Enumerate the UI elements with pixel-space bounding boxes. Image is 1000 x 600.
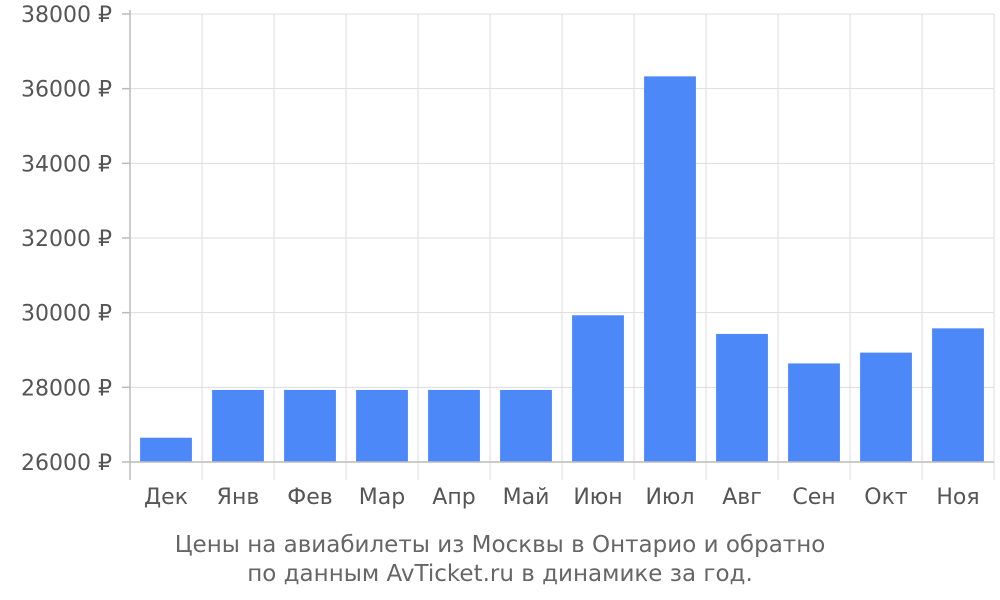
chart-caption: Цены на авиабилеты из Москвы в Онтарио и… (0, 531, 1000, 589)
x-tick-label: Мар (359, 485, 405, 510)
y-tick-label: 38000 ₽ (21, 3, 112, 28)
axes (122, 10, 995, 480)
x-tick-label: Авг (722, 485, 762, 510)
y-tick-label: 36000 ₽ (21, 78, 112, 103)
bar-Дек (140, 437, 192, 462)
bar-Окт (860, 352, 912, 462)
bar-Фев (284, 389, 336, 462)
bar-Мар (356, 389, 408, 462)
x-tick-label: Окт (864, 485, 908, 510)
x-tick-label: Сен (792, 485, 835, 510)
grid (129, 13, 995, 463)
x-tick-label: Май (503, 485, 550, 510)
caption-line-1: Цены на авиабилеты из Москвы в Онтарио и… (174, 532, 826, 558)
bar-Апр (428, 389, 480, 462)
bar-chart: 26000 ₽ 28000 ₽ 30000 ₽ 32000 ₽ 34000 ₽ 36000… (21, 3, 995, 510)
bar-Ноя (932, 328, 984, 462)
caption-line-2: по данным AvTicket.ru в динамике за год. (247, 561, 753, 587)
y-tick-label: 28000 ₽ (21, 376, 112, 401)
x-tick-label: Июн (573, 485, 622, 510)
y-tick-label: 30000 ₽ (21, 302, 112, 327)
bar-Янв (212, 389, 264, 462)
x-tick-label: Апр (432, 485, 475, 510)
bar-Июн (572, 315, 624, 462)
y-tick-label: 32000 ₽ (21, 227, 112, 252)
bar-Июл (644, 76, 696, 462)
x-tick-label: Ноя (936, 485, 979, 510)
y-tick-labels: 26000 ₽ 28000 ₽ 30000 ₽ 32000 ₽ 34000 ₽ 36000… (21, 3, 112, 476)
x-tick-label: Фев (287, 485, 332, 510)
bar-Авг (716, 333, 768, 462)
bars (140, 76, 984, 462)
x-tick-label: Июл (645, 485, 694, 510)
y-tick-label: 34000 ₽ (21, 152, 112, 177)
bar-Сен (788, 363, 840, 462)
bar-Май (500, 389, 552, 462)
x-tick-label: Дек (144, 485, 188, 510)
x-tick-label: Янв (217, 485, 260, 510)
y-tick-label: 26000 ₽ (21, 451, 112, 476)
x-tick-labels: Дек Янв Фев Мар Апр Май Июн Июл Авг Сен Окт Ноя (144, 485, 980, 510)
